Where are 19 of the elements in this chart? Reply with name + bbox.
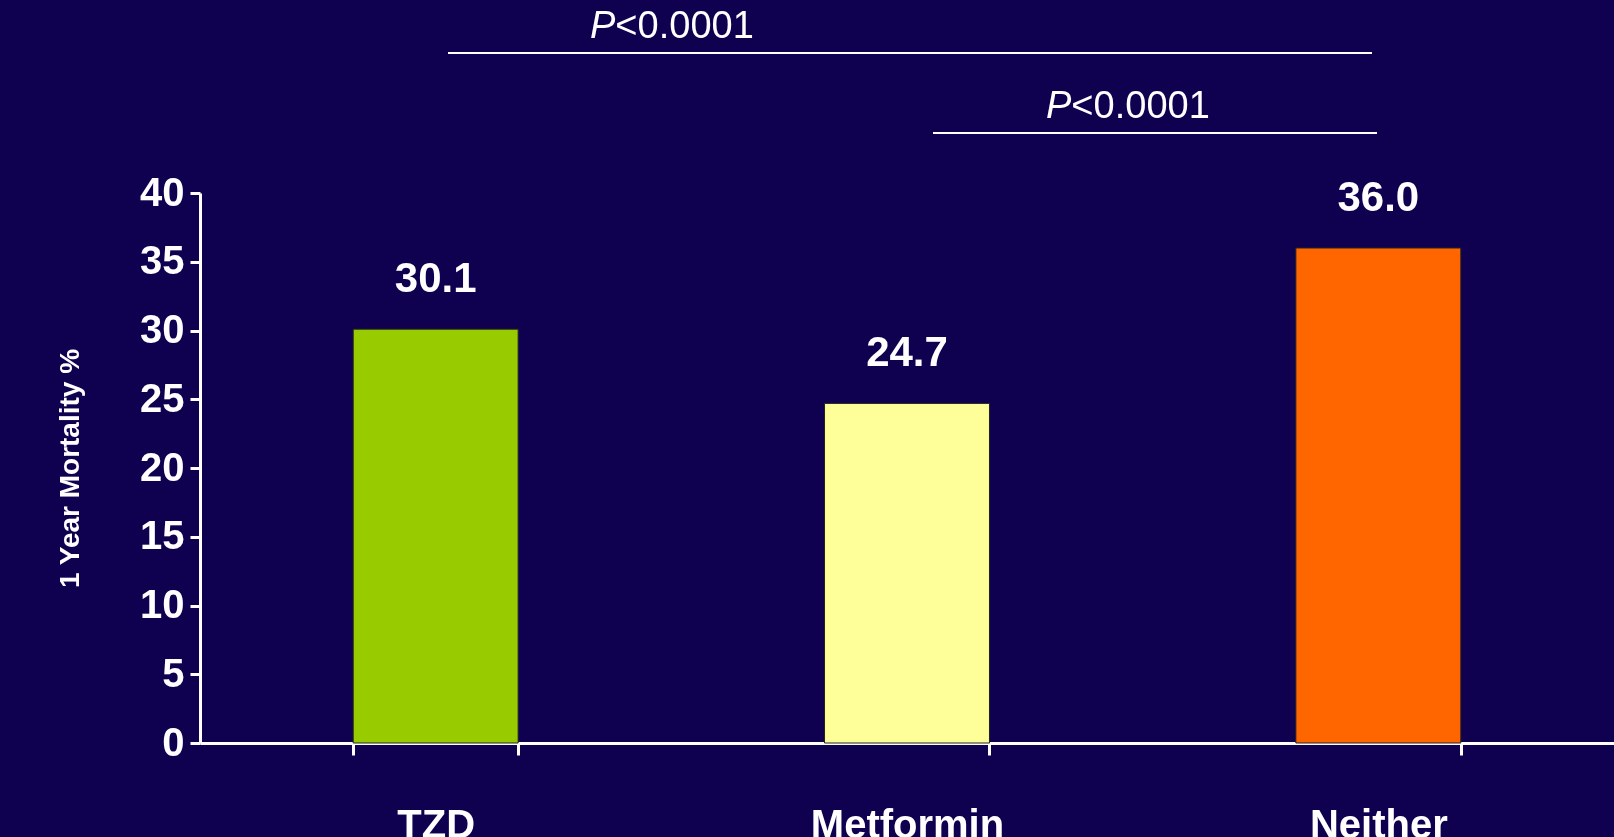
- bar: [824, 402, 990, 744]
- data-label: 30.1: [394, 254, 477, 302]
- bar: [352, 328, 519, 744]
- data-label: 36.0: [1337, 173, 1420, 220]
- y-tick-label: 20: [140, 444, 185, 489]
- bracket: P<0.0001: [933, 84, 1377, 134]
- y-tick-label: 5: [162, 650, 185, 695]
- y-tick-label: 15: [140, 513, 185, 558]
- y-tick-label: 30: [140, 307, 185, 351]
- y-axis-title: 1 Year Mortality %: [54, 348, 86, 589]
- data-label: 24.7: [866, 328, 948, 376]
- y-tick-label: 40: [140, 169, 185, 214]
- y-tick-label: 25: [140, 375, 185, 420]
- bracket: P<0.0001: [448, 4, 1372, 54]
- y-tick-label: 35: [140, 238, 185, 283]
- x-tick-label: TZD: [397, 801, 476, 837]
- y-tick-label: 0: [162, 719, 185, 764]
- y-tick-label: 10: [140, 582, 185, 626]
- bar: [1295, 247, 1462, 744]
